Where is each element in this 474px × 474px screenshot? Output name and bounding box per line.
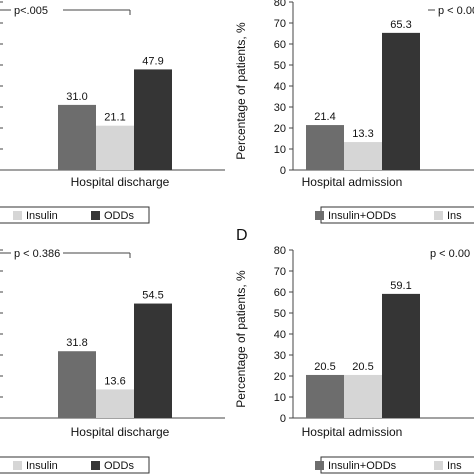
y-tick-label: 80 [274,0,286,9]
significance-label-bg [11,3,63,16]
bar-value-label: 21.4 [314,111,335,123]
y-tick-label: 60 [274,39,286,51]
legend-swatch [91,211,100,220]
y-axis-label: Percentage of patients, % [234,270,248,408]
bar-value-label: 31.0 [66,91,87,103]
bar-value-label: 20.5 [352,361,373,373]
y-tick-label: 80 [274,245,286,257]
panel-top-right: 0 10 20 30 40 50 60 70 80 Percentage of patients,… [234,0,474,224]
legend-entry: ODDs [104,460,134,472]
significance-label: p < 0.00 [430,248,470,260]
bar-3 [134,69,172,170]
significance-label-bg [11,246,63,259]
category-label: Hospital discharge [71,175,170,189]
y-tick-label: 50 [274,60,286,72]
y-tick-label: 60 [274,287,286,299]
legend-swatch [315,461,324,470]
bar-2 [96,125,134,170]
legend-box [0,456,150,474]
legend-swatch [434,461,443,470]
legend-entry: Insulin [26,210,58,222]
bar-3 [134,303,172,418]
legend-swatch [315,211,324,220]
bar-value-label: 59.1 [390,280,411,292]
bar-value-label: 47.9 [142,55,163,67]
bar-1 [306,374,344,418]
bar-1 [306,125,344,170]
legend-swatch [13,461,22,470]
legend-swatch [434,211,443,220]
significance-label: p<.005 [14,5,48,17]
y-tick-label: 10 [274,392,286,404]
y-tick-label: 20 [274,123,286,135]
legend-entry: Insulin+ODDs [328,460,397,472]
y-tick-label: 30 [274,350,286,362]
bar-value-label: 13.6 [104,375,125,387]
category-label: Hospital admission [302,425,403,439]
bar-value-label: 65.3 [390,19,411,31]
y-tick-label: 40 [274,329,286,341]
bar-value-label: 54.5 [142,290,163,302]
legend-swatch [91,461,100,470]
legend-entry: Ins [447,210,462,222]
legend-entry: Insulin [26,460,58,472]
y-tick-label: 20 [274,371,286,383]
bar-3 [382,293,420,418]
y-tick-label: 40 [274,81,286,93]
significance-label-bg [427,246,474,259]
panel-letter: D [236,227,248,244]
significance-label: p < 0.386 [14,248,60,260]
category-label: Hospital admission [302,175,403,189]
significance-label-bg [435,3,474,16]
bar-2 [96,389,134,418]
bar-value-label: 31.8 [66,337,87,349]
y-tick-label: 50 [274,308,286,320]
bar-value-label: 21.1 [104,112,125,124]
bar-value-label: 20.5 [314,361,335,373]
legend-swatch [13,211,22,220]
y-tick-label: 70 [274,18,286,30]
y-axis-label: Percentage of patients, % [234,22,248,160]
bar-3 [382,32,420,171]
legend-entry: ODDs [104,210,134,222]
legend-entry: Insulin+ODDs [328,210,397,222]
significance-label: p < 0.00 [438,5,474,17]
bar-2 [344,374,382,418]
legend-box [0,206,150,224]
bar-1 [58,104,96,170]
bar-1 [58,351,96,418]
panel-top-left: 31.0 21.1 47.9 Hospital discharge p<.005 Insu… [0,1,225,224]
y-tick-label: 0 [280,165,286,177]
y-tick-label: 10 [274,144,286,156]
panel-bottom-right: 0 10 20 30 40 50 60 70 80 Percentage of patients,… [234,227,474,474]
y-tick-label: 0 [280,413,286,425]
panel-bottom-left: 31.8 13.6 54.5 Hospital discharge p < 0.386 I… [0,246,225,474]
bar-value-label: 13.3 [352,128,373,140]
category-label: Hospital discharge [71,425,170,439]
bar-2 [344,142,382,170]
legend-entry: Ins [447,460,462,472]
y-tick-label: 30 [274,102,286,114]
y-tick-label: 70 [274,266,286,278]
